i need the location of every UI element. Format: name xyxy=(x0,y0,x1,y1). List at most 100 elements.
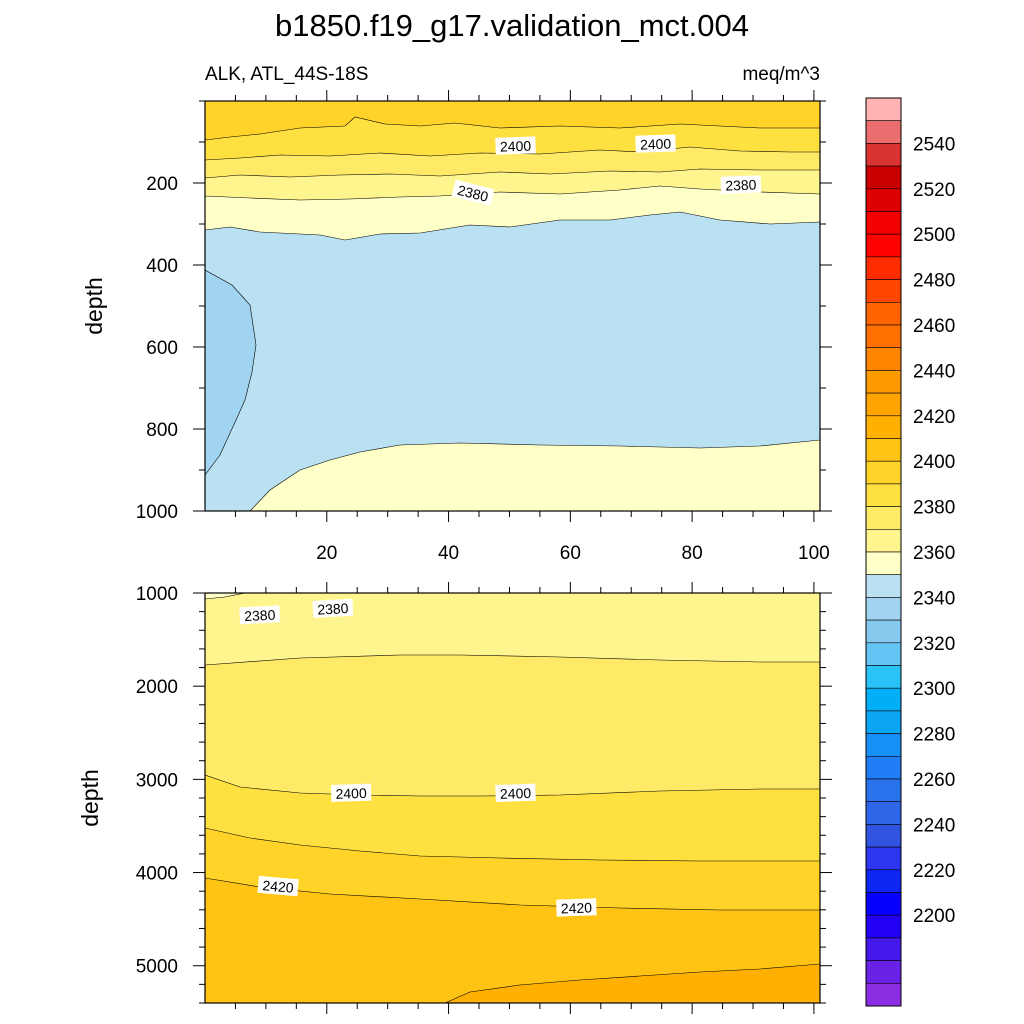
y-tick-label: 200 xyxy=(146,174,178,195)
lower-axes: 1000 2000 3000 4000 5000 xyxy=(136,582,832,1014)
colorbar-swatch xyxy=(865,165,902,190)
colorbar-swatch xyxy=(865,97,902,122)
colorbar-label: 2460 xyxy=(913,316,955,337)
y-tick-label: 5000 xyxy=(136,957,178,978)
colorbar-swatch xyxy=(865,188,902,212)
colorbar-label: 2540 xyxy=(913,134,955,155)
colorbar-label: 2440 xyxy=(913,361,955,382)
colorbar-swatch xyxy=(865,301,902,326)
colorbar-label: 2520 xyxy=(913,180,955,201)
contour-label-bg xyxy=(720,175,762,194)
y-tick-label: 1000 xyxy=(136,502,178,523)
colorbar-swatch xyxy=(865,733,902,757)
colorbar-swatch xyxy=(865,551,902,576)
colorbar-swatch xyxy=(865,120,902,144)
upper-contour-labels: 2400 2400 2380 2380 xyxy=(451,134,762,206)
colorbar-swatch xyxy=(865,324,902,349)
colorbar: 2540 2520 2500 2480 2460 2440 2420 2400 2380 2360… xyxy=(865,97,955,1007)
contour-label: 2400 xyxy=(495,783,536,803)
colorbar-frame xyxy=(865,97,902,1007)
chart-title: b1850.f19_g17.validation_mct.004 xyxy=(275,8,749,43)
colorbar-swatch xyxy=(865,392,902,417)
colorbar-swatch xyxy=(865,233,902,258)
contour-label-bg xyxy=(330,783,372,803)
contour-label-bg xyxy=(239,605,281,625)
x-tick-label: 20 xyxy=(316,543,337,564)
colorbar-swatch xyxy=(865,665,902,689)
colorbar-label: 2320 xyxy=(913,634,955,655)
colorbar-swatch xyxy=(865,506,902,530)
contour-label: 2380 xyxy=(720,175,762,194)
colorbar-label: 2400 xyxy=(913,452,955,473)
colorbar-swatch xyxy=(865,211,902,235)
contour-label-text: 2380 xyxy=(317,600,349,618)
contour-label-bg xyxy=(312,598,354,618)
upper-contour-fills xyxy=(205,101,820,511)
colorbar-swatch xyxy=(865,370,902,394)
colorbar-label: 2340 xyxy=(913,588,955,609)
y-tick-label: 4000 xyxy=(136,864,178,885)
colorbar-swatch xyxy=(865,279,902,303)
colorbar-label: 2480 xyxy=(913,271,955,292)
colorbar-swatch xyxy=(865,642,902,666)
colorbar-swatch xyxy=(865,892,902,916)
contour-label-bg xyxy=(495,136,536,155)
colorbar-label: 2380 xyxy=(913,498,955,519)
contour-label-bg xyxy=(635,134,676,153)
lower-y-axis-title: depth xyxy=(77,769,103,827)
units-label: meq/m^3 xyxy=(742,64,820,85)
colorbar-swatch xyxy=(865,256,902,280)
lower-contour-labels: 2380 2380 2400 2400 2420 2420 xyxy=(239,598,597,917)
contour-label: 2380 xyxy=(312,598,354,618)
contour-label-text: 2380 xyxy=(244,607,276,625)
colorbar-label: 2240 xyxy=(913,815,955,836)
colorbar-swatch xyxy=(865,755,902,780)
colorbar-label: 2300 xyxy=(913,679,955,700)
colorbar-swatch xyxy=(865,846,902,871)
lower-fill-2435 xyxy=(444,963,820,1003)
contour-label-text: 2400 xyxy=(335,785,367,802)
contour-label-text: 2420 xyxy=(561,899,593,916)
contour-label: 2380 xyxy=(239,605,281,625)
colorbar-label: 2280 xyxy=(913,725,955,746)
colorbar-swatch xyxy=(865,619,902,644)
colorbar-swatch xyxy=(865,597,902,621)
colorbar-swatch xyxy=(865,914,902,939)
contour-label-text: 2400 xyxy=(500,785,532,802)
contour-label-text: 2400 xyxy=(640,136,672,153)
contour-label-text: 2380 xyxy=(456,182,490,205)
contour-label: 2380 xyxy=(451,179,495,206)
y-tick-label: 800 xyxy=(146,420,178,441)
x-tick-label: 80 xyxy=(682,543,703,564)
contour-label: 2400 xyxy=(330,783,372,803)
y-tick-label: 1000 xyxy=(136,584,178,605)
colorbar-swatch xyxy=(865,347,902,371)
contour-label: 2420 xyxy=(257,875,299,897)
y-tick-label: 400 xyxy=(146,256,178,277)
upper-fill-2355-core xyxy=(205,269,257,476)
x-tick-label: 40 xyxy=(438,543,459,564)
colorbar-swatch xyxy=(865,687,902,712)
upper-fill-2375-deep xyxy=(249,439,820,511)
y-tick-label: 3000 xyxy=(136,770,178,791)
contour-label: 2420 xyxy=(556,898,597,917)
colorbar-swatch xyxy=(865,574,902,598)
contour-label-text: 2380 xyxy=(725,177,757,194)
y-tick-label: 2000 xyxy=(136,677,178,698)
colorbar-swatch xyxy=(865,415,902,439)
colorbar-swatch xyxy=(865,937,902,961)
colorbar-swatch xyxy=(865,801,902,825)
contour-label-text: 2420 xyxy=(262,877,295,896)
upper-fill-2365 xyxy=(205,211,820,511)
colorbar-swatch xyxy=(865,528,902,553)
upper-y-axis-title: depth xyxy=(81,277,107,335)
contour-label-text: 2400 xyxy=(500,138,532,155)
lower-fill-2425 xyxy=(205,877,820,1003)
colorbar-swatch xyxy=(865,438,902,462)
contour-label: 2400 xyxy=(495,136,536,155)
contour-label: 2400 xyxy=(635,134,676,153)
colorbar-swatch xyxy=(865,483,902,507)
contour-label-bg xyxy=(257,875,299,897)
